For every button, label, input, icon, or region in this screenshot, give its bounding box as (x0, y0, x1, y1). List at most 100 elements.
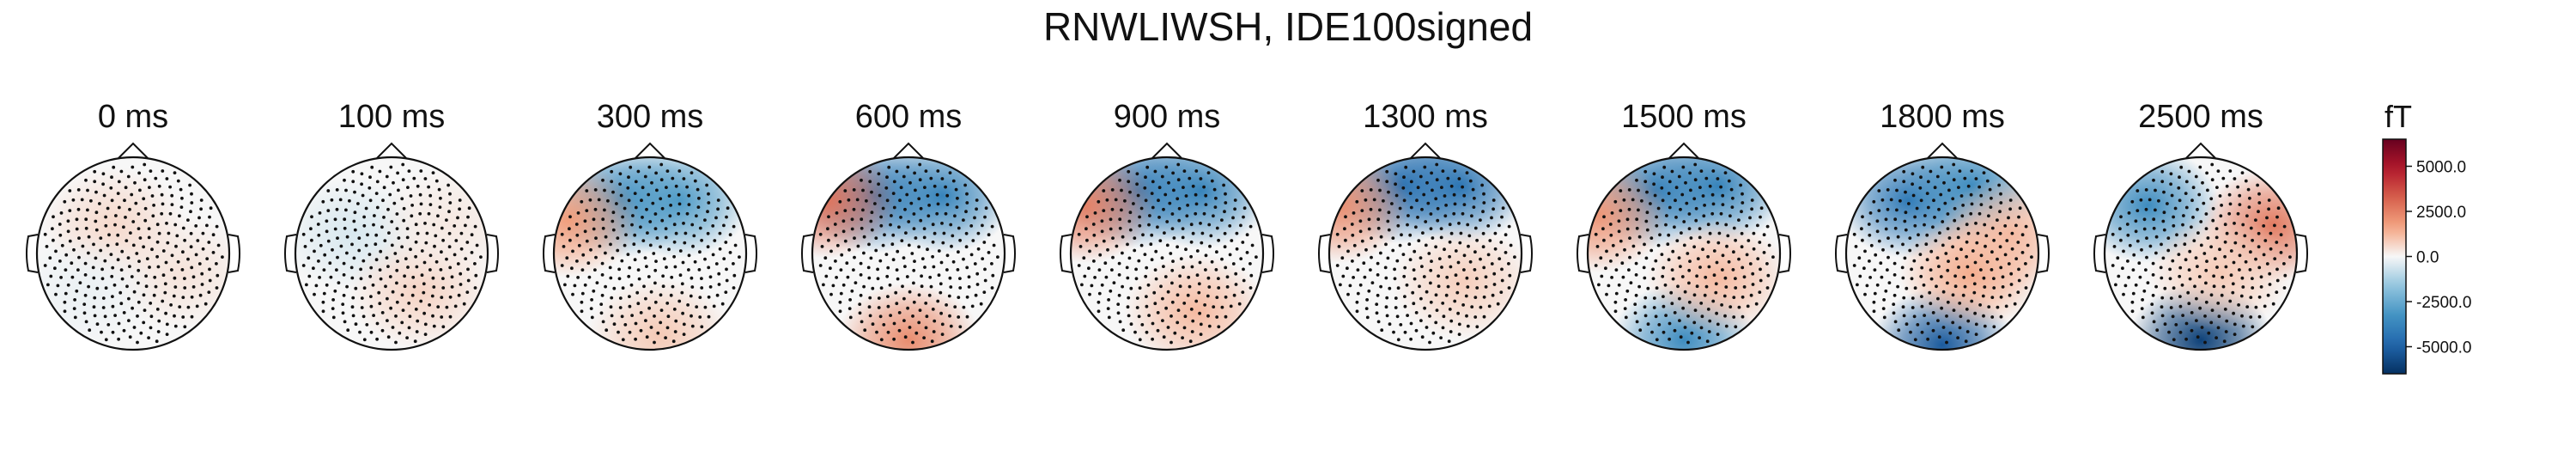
sensor-dot (655, 236, 659, 240)
sensor-dot (1675, 239, 1680, 242)
sensor-dot (896, 277, 900, 281)
sensor-dot (835, 276, 838, 279)
sensor-dot (1615, 253, 1619, 257)
sensor-dot (612, 286, 617, 290)
sensor-dot (2150, 302, 2154, 306)
sensor-dot (1407, 242, 1412, 247)
sensor-dot (101, 172, 106, 176)
sensor-dot (1654, 314, 1658, 319)
sensor-dot (52, 215, 55, 219)
sensor-dot (1737, 218, 1741, 222)
sensor-dot (850, 289, 854, 293)
sensor-dot (456, 262, 460, 266)
sensor-dot (1748, 262, 1753, 266)
sensor-dot (580, 300, 584, 304)
sensor-dot (1990, 250, 1994, 254)
sensor-dot (1623, 247, 1626, 252)
sensor-dot (884, 186, 889, 190)
sensor-dot (831, 284, 835, 288)
sensor-dot (1085, 238, 1089, 242)
sensor-dot (86, 188, 89, 192)
sensor-dot (1255, 255, 1258, 259)
sensor-dot (1097, 291, 1102, 296)
sensor-dot (207, 241, 211, 244)
right-ear (744, 234, 757, 273)
sensor-dot (2275, 215, 2279, 219)
sensor-dot (586, 261, 591, 266)
sensor-dot (1912, 314, 1917, 319)
sensor-dot (1667, 233, 1671, 237)
sensor-dot (1145, 295, 1148, 298)
sensor-dot (1956, 227, 1960, 230)
sensor-dot (2215, 186, 2219, 190)
sensor-dot (1150, 258, 1154, 262)
sensor-dot (1956, 235, 1960, 240)
sensor-dot (1959, 247, 1963, 252)
sensor-dot (707, 314, 711, 319)
sensor-dot (343, 178, 346, 182)
sensor-dot (1698, 336, 1701, 339)
sensor-dot (1664, 223, 1668, 227)
sensor-dot (1929, 249, 1934, 253)
sensor-dot (2251, 238, 2255, 242)
sensor-dot (951, 234, 955, 238)
sensor-dot (1941, 326, 1946, 329)
sensor-dot (179, 187, 183, 192)
sensor-dot (1406, 214, 1410, 217)
sensor-dot (672, 240, 677, 244)
sensor-dot (1390, 202, 1394, 205)
sensor-dot (982, 290, 987, 294)
sensor-dot (1655, 338, 1659, 342)
sensor-dot (1893, 320, 1898, 324)
sensor-dot (1456, 260, 1461, 265)
sensor-dot (1886, 268, 1889, 272)
sensor-dot (1352, 243, 1357, 247)
sensor-dot (459, 272, 463, 276)
sensor-dot (93, 169, 97, 174)
sensor-dot (1872, 300, 1876, 304)
sensor-dot (1365, 315, 1370, 320)
sensor-dot (1425, 326, 1429, 329)
sensor-dot (333, 289, 337, 293)
sensor-dot (2154, 284, 2159, 289)
sensor-dot (1440, 186, 1443, 190)
sensor-dot (1171, 259, 1175, 263)
sensor-dot (148, 266, 151, 269)
sensor-dot (2257, 192, 2261, 196)
sensor-dot (58, 233, 63, 237)
sensor-dot (1724, 285, 1728, 289)
sensor-dot (1649, 248, 1654, 253)
sensor-dot (1622, 198, 1626, 202)
sensor-dot (1944, 252, 1948, 255)
sensor-dot (603, 208, 606, 212)
sensor-dot (936, 169, 940, 173)
sensor-dot (52, 238, 55, 242)
sensor-dot (2001, 275, 2005, 279)
sensor-dot (416, 319, 420, 323)
sensor-dot (183, 286, 187, 290)
sensor-dot (1453, 202, 1457, 206)
sensor-dot (714, 262, 719, 266)
sensor-dot (2200, 290, 2204, 294)
sensor-dot (70, 261, 74, 266)
sensor-dot (1343, 227, 1346, 231)
sensor-dot (560, 264, 564, 267)
sensor-dot (1449, 319, 1454, 323)
sensor-dot (707, 201, 711, 205)
sensor-dot (2155, 328, 2160, 333)
sensor-dot (964, 245, 969, 249)
sensor-dot (1409, 321, 1413, 326)
sensor-dot (111, 304, 115, 308)
sensor-dot (1369, 188, 1373, 192)
sensor-dot (379, 249, 383, 253)
sensor-dot (905, 275, 909, 278)
sensor-dot (1703, 293, 1707, 297)
sensor-dot (902, 174, 906, 179)
sensor-dot (634, 180, 638, 184)
sensor-dot (698, 315, 702, 319)
sensor-dot (1701, 247, 1704, 252)
sensor-dot (122, 311, 126, 314)
sensor-dot (732, 273, 737, 278)
sensor-dot (1434, 321, 1438, 325)
sensor-dot (1692, 245, 1696, 249)
